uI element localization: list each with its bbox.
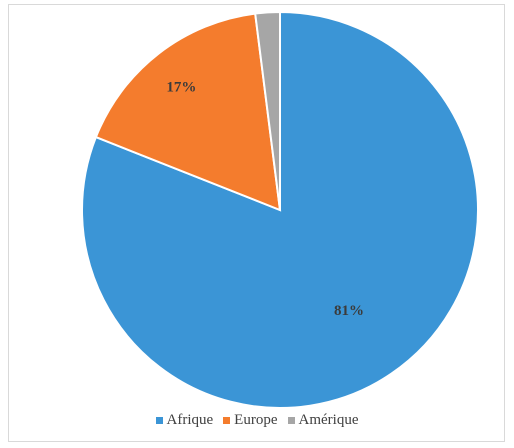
legend-swatch-europe bbox=[223, 417, 231, 424]
data-label-amerique: 2% bbox=[249, 0, 272, 4]
legend-item-amerique: Amérique bbox=[287, 412, 359, 429]
pie-slice-europe bbox=[94, 12, 282, 212]
legend-item-europe: Europe bbox=[223, 412, 278, 429]
pie-slice-amerique bbox=[254, 10, 281, 211]
pie-data-labels: 81% 17% 2% bbox=[166, 0, 364, 319]
data-label-afrique: 81% bbox=[334, 303, 364, 319]
legend-label-afrique: Afrique bbox=[166, 412, 214, 428]
legend-swatch-afrique bbox=[155, 417, 163, 424]
legend-label-amerique: Amérique bbox=[298, 412, 359, 428]
legend-label-europe: Europe bbox=[234, 412, 278, 428]
pie-slices bbox=[81, 10, 479, 409]
legend-swatch-amerique bbox=[287, 417, 295, 424]
legend: Afrique Europe Amérique bbox=[0, 412, 514, 429]
legend-item-afrique: Afrique bbox=[155, 412, 214, 429]
data-label-europe: 17% bbox=[166, 79, 196, 95]
